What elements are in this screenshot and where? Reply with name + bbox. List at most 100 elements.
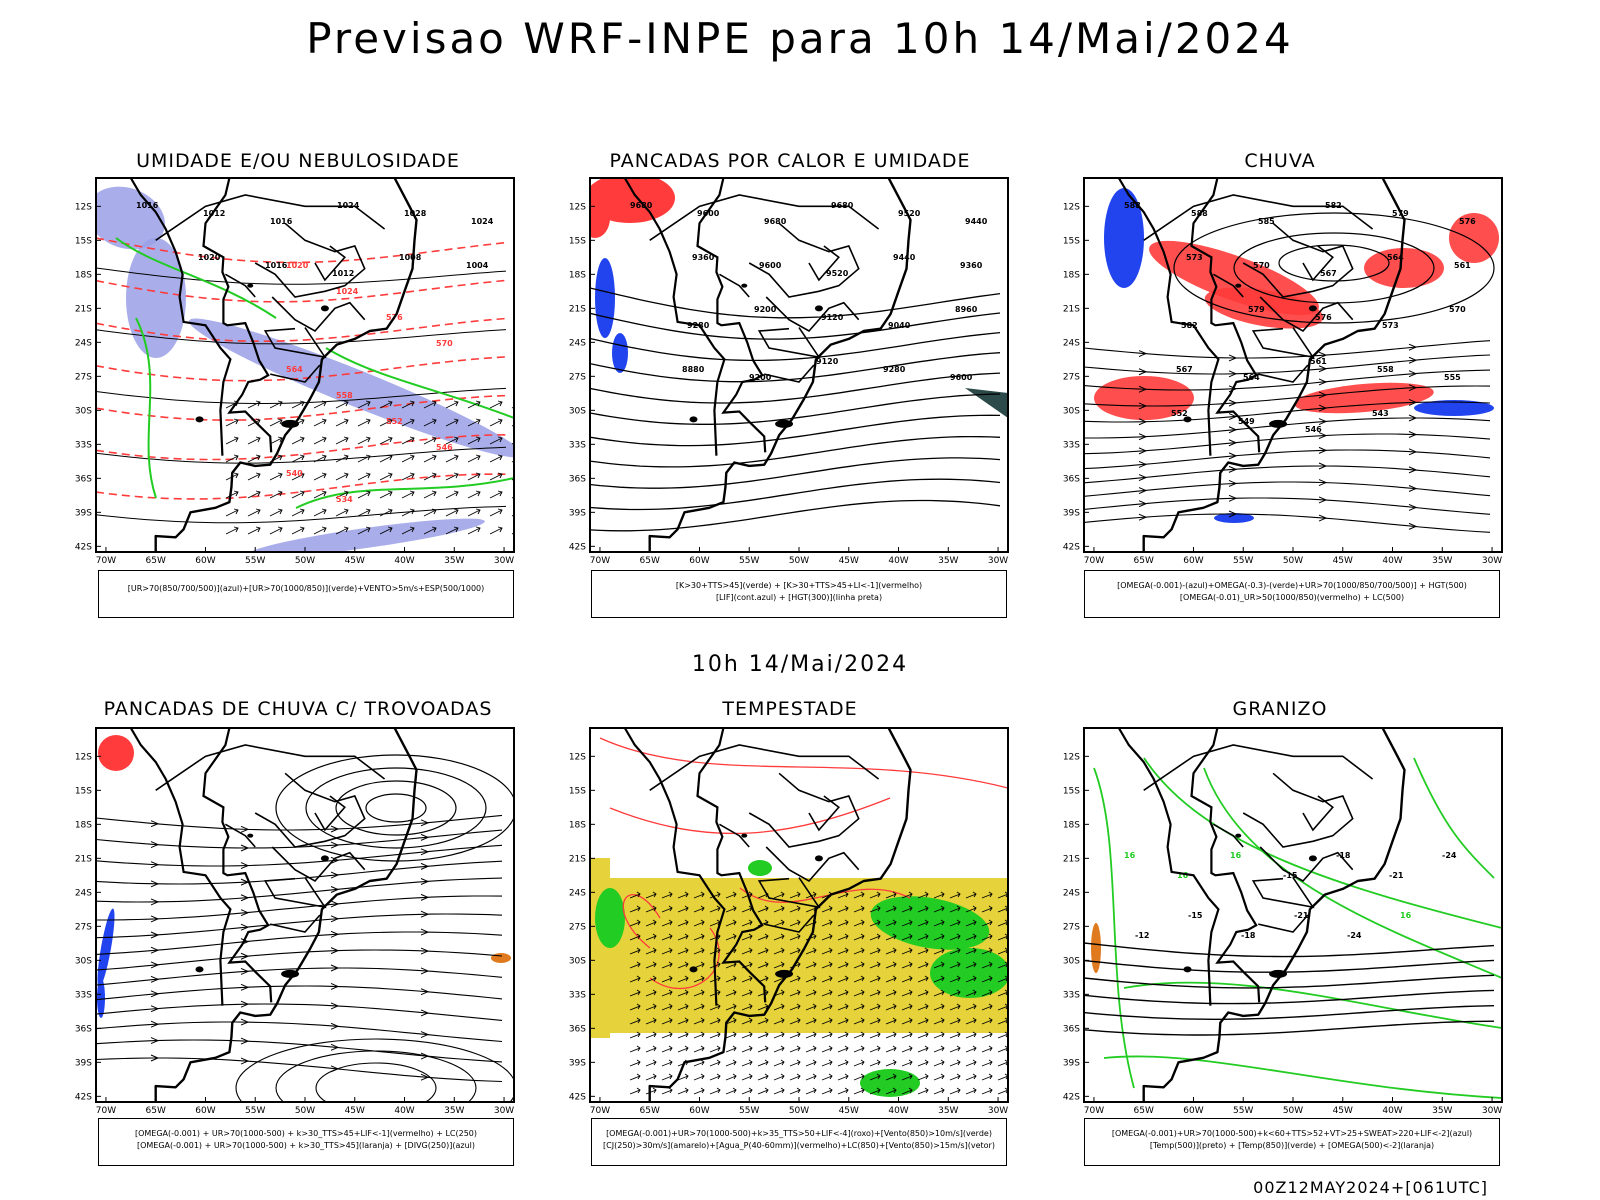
wind-vector [933,933,945,941]
wind-vector [423,436,437,445]
wind-vector [805,1031,817,1039]
wind-vector [661,1045,673,1053]
state-border [270,914,321,933]
panel-6-legend-line-1: [OMEGA(-0.001)+UR>70(1000-500)+k<60+TTS>… [1111,1129,1473,1138]
contour-label: 9360 [692,253,715,262]
wind-vector [933,1045,945,1053]
lake [195,966,204,973]
wind-vector [837,933,849,941]
state-border [1251,877,1315,909]
streamline [96,1021,503,1043]
lat-label: 39S [569,1058,586,1068]
lat-label: 21S [75,304,92,314]
wind-vector [291,454,305,463]
stream-arrow [1228,399,1238,407]
state-border [314,795,346,832]
stream-arrow [420,1031,430,1038]
wind-vector [869,1003,881,1011]
thickness-label: 558 [336,391,353,400]
wind-vector [757,1087,769,1095]
stream-arrow [1138,447,1148,455]
wind-vector [379,418,393,427]
streamline [1084,354,1491,375]
streamline [1084,417,1491,439]
shaded-area [1091,923,1101,973]
streamline [1084,481,1491,497]
lake [281,969,300,978]
lon-label: 70W [1084,556,1104,566]
lat-label: 27S [569,372,586,382]
coastline [1142,728,1406,1102]
wind-vector [693,891,705,899]
wind-vector [725,1059,737,1067]
panel-4-title: PANCADAS DE CHUVA C/ TROVOADAS [103,698,493,720]
wind-vector [661,1059,673,1067]
wind-vector [757,1003,769,1011]
wind-vector [357,508,371,517]
wind-vector [741,1045,753,1053]
wind-vector [789,1031,801,1039]
wind-vector [981,891,993,899]
coastline [1142,178,1406,552]
streamline [96,1003,503,1021]
wind-vector [693,975,705,983]
lat-label: 33S [1063,990,1080,1000]
state-border [748,222,860,298]
stream-arrow [1318,514,1328,522]
lat-label: 33S [1063,440,1080,450]
wind-vector [269,436,283,445]
state-border [649,194,880,241]
wind-vector [917,1045,929,1053]
lon-label: 30W [1482,1106,1502,1116]
wind-vector [869,1017,881,1025]
stream-arrow [150,961,160,969]
contour-label: 9200 [754,305,777,314]
wind-vector [335,436,349,445]
lon-label: 60W [195,556,215,566]
wind-vector [965,961,977,969]
wind-vector [401,418,415,427]
panel-5-content [590,728,1008,1102]
lon-label: 40W [888,556,908,566]
wind-vector [917,989,929,997]
wind-vector [693,919,705,927]
temp-label: -15 [1283,871,1298,880]
wind-vector [821,975,833,983]
wind-vector [837,1087,849,1095]
wind-vector [997,1087,1008,1095]
wind-vector [821,919,833,927]
wind-vector [269,472,283,481]
lat-label: 18S [569,270,586,280]
wind-vector [773,1073,785,1081]
stream-arrow [240,1000,250,1008]
lat-label: 39S [75,1058,92,1068]
contour-label: 558 [1377,365,1394,374]
wind-vector [379,490,393,499]
wind-vector [291,526,305,535]
stream-arrow [420,819,430,827]
wind-vector [837,1031,849,1039]
wind-vector [401,490,415,499]
wind-vector [357,526,371,535]
wind-vector [401,436,415,445]
coastline [648,728,912,1102]
state-border [748,772,860,848]
wind-vector [965,947,977,955]
wind-vector [757,1045,769,1053]
panel-1-content: 1016101210161024102810241020101610121008… [96,178,514,552]
wind-vector [661,905,673,913]
wind-vector [981,933,993,941]
wind-vector [901,919,913,927]
wind-vector [489,526,503,535]
wind-vector [965,1059,977,1067]
lat-label: 18S [75,270,92,280]
wind-vector [901,905,913,913]
stream-arrow [330,886,340,893]
wind-vector [709,1017,721,1025]
wind-vector [247,454,261,463]
state-border [155,744,386,791]
stream-arrow [1138,513,1148,521]
stream-arrow [150,880,160,888]
contour-label: 9360 [960,261,983,270]
wind-vector [629,905,641,913]
